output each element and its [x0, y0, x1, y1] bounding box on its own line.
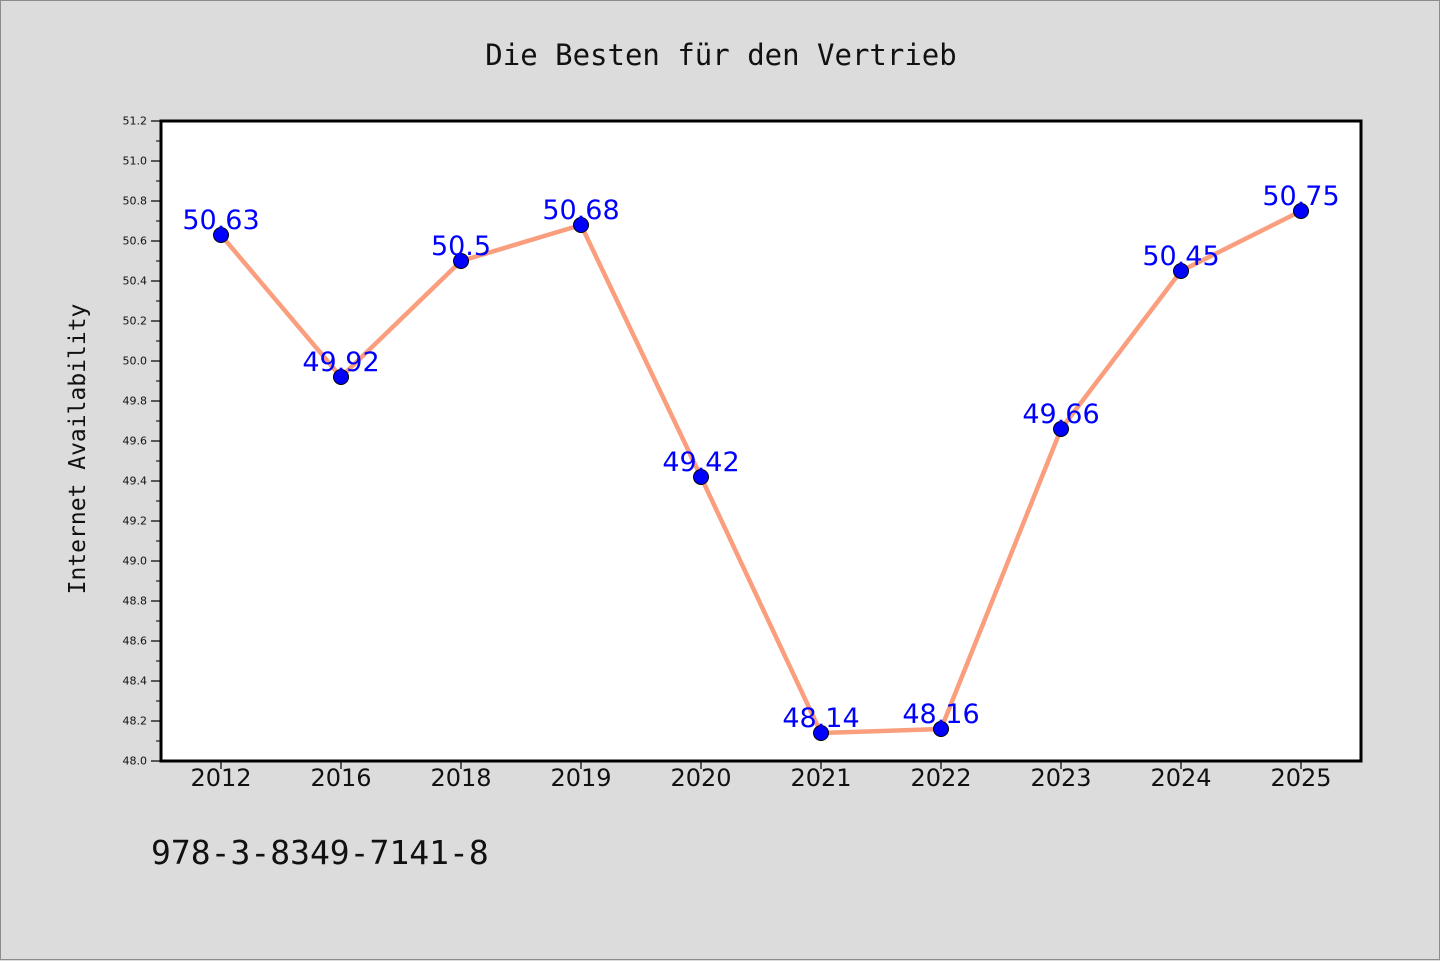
data-label: 50.45 — [1142, 241, 1219, 272]
data-label: 50.75 — [1262, 181, 1339, 212]
data-point-marker — [333, 369, 349, 385]
data-label: 48.16 — [902, 699, 979, 730]
y-tick-label: 48.6 — [123, 635, 148, 648]
data-label: 49.92 — [302, 347, 379, 378]
plot-area — [161, 121, 1361, 761]
x-tick-label: 2024 — [1150, 764, 1211, 792]
y-tick-label: 48.8 — [123, 595, 148, 608]
x-tick-label: 2021 — [790, 764, 851, 792]
data-label: 49.66 — [1022, 399, 1099, 430]
data-point-marker — [693, 469, 709, 485]
data-label: 49.42 — [662, 447, 739, 478]
data-label: 48.14 — [782, 703, 859, 734]
x-tick-label: 2020 — [670, 764, 731, 792]
x-tick-label: 2023 — [1030, 764, 1091, 792]
y-tick-label: 48.4 — [123, 675, 148, 688]
y-tick-label: 51.0 — [123, 155, 148, 168]
data-point-marker — [1173, 263, 1189, 279]
data-point-marker — [933, 721, 949, 737]
x-tick-label: 2025 — [1270, 764, 1331, 792]
x-tick-label: 2016 — [310, 764, 371, 792]
data-label: 50.68 — [542, 195, 619, 226]
data-point-marker — [453, 253, 469, 269]
y-tick-label: 49.6 — [123, 435, 148, 448]
y-tick-label: 50.2 — [123, 315, 148, 328]
data-label: 50.63 — [182, 205, 259, 236]
data-point-marker — [813, 725, 829, 741]
plot-frame — [159, 119, 1363, 763]
x-tick-label: 2022 — [910, 764, 971, 792]
data-point-marker — [1053, 421, 1069, 437]
y-tick-label: 48.2 — [123, 715, 148, 728]
data-point-marker — [213, 227, 229, 243]
data-point-marker — [1293, 203, 1309, 219]
data-point-marker — [573, 217, 589, 233]
series-line — [218, 208, 1304, 736]
y-tick-label: 50.4 — [123, 275, 148, 288]
x-tick-label: 2019 — [550, 764, 611, 792]
x-tick-label: 2012 — [190, 764, 251, 792]
data-markers — [213, 203, 1309, 741]
data-labels: 50.63 49.92 50.5 50.68 49.42 48.14 48.16 49.66 5… — [182, 181, 1339, 734]
y-tick-label: 49.4 — [123, 475, 148, 488]
y-tick-label: 51.2 — [123, 115, 148, 128]
y-axis-label: Internet Availability — [65, 304, 91, 595]
y-axis-ticks: 48.0 48.2 48.4 48.6 48.8 49.0 49.2 49.4 49.6 49.8… — [123, 115, 161, 768]
y-tick-label: 49.2 — [123, 515, 148, 528]
x-tick-label: 2018 — [430, 764, 491, 792]
y-tick-label: 49.8 — [123, 395, 148, 408]
y-tick-label: 48.0 — [123, 755, 148, 768]
chart-title: Die Besten für den Vertrieb — [485, 38, 956, 72]
x-axis-ticks: 2012 2016 2018 2019 2020 2021 2022 2023 2024 2025 — [190, 761, 1332, 792]
y-tick-label: 50.0 — [123, 355, 148, 368]
isbn-footnote: 978-3-8349-7141-8 — [151, 833, 489, 872]
y-tick-label: 49.0 — [123, 555, 148, 568]
data-label: 50.5 — [431, 231, 491, 262]
y-tick-label: 50.6 — [123, 235, 148, 248]
y-tick-label: 50.8 — [123, 195, 148, 208]
